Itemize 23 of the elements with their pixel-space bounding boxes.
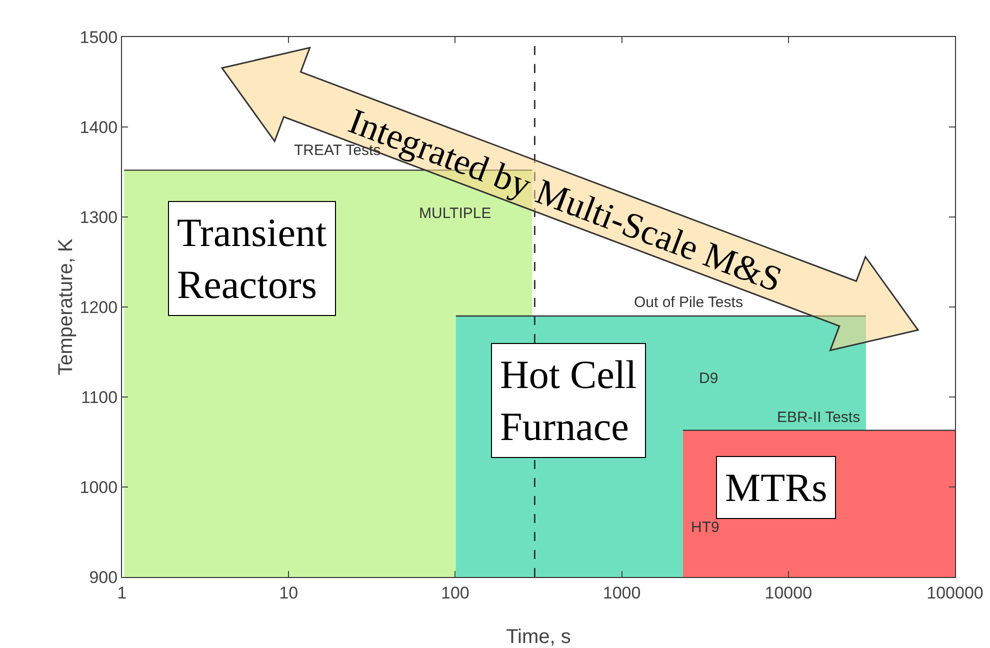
- x-tick-label: 100: [441, 583, 470, 602]
- y-tick-label: 1300: [80, 208, 118, 227]
- x-tick-label: 1: [117, 583, 127, 602]
- y-tick-label: 1500: [80, 28, 118, 47]
- x-tick-label: 100000: [926, 583, 984, 602]
- y-tick-label: 1400: [80, 118, 118, 137]
- annotation: Out of Pile Tests: [634, 294, 743, 311]
- annotation: Hot Cell Furnace: [500, 352, 637, 449]
- x-tick-label: 10000: [764, 583, 812, 602]
- y-tick-label: 900: [89, 568, 118, 587]
- y-tick-label: 1200: [80, 298, 118, 317]
- annotation: HT9: [691, 519, 720, 536]
- annotation: Transient Reactors: [177, 210, 327, 307]
- y-tick-label: 1100: [81, 388, 118, 407]
- x-axis-title: Time, s: [506, 626, 571, 648]
- x-tick-label: 10: [279, 583, 298, 602]
- annotation: MULTIPLE: [419, 205, 492, 222]
- x-tick-label: 1000: [602, 583, 641, 602]
- y-tick-label: 1000: [80, 478, 118, 497]
- y-axis-title: Temperature, K: [55, 238, 77, 376]
- annotation: MTRs: [725, 465, 828, 510]
- annotation: D9: [699, 370, 718, 387]
- annotation: EBR-II Tests: [777, 409, 860, 426]
